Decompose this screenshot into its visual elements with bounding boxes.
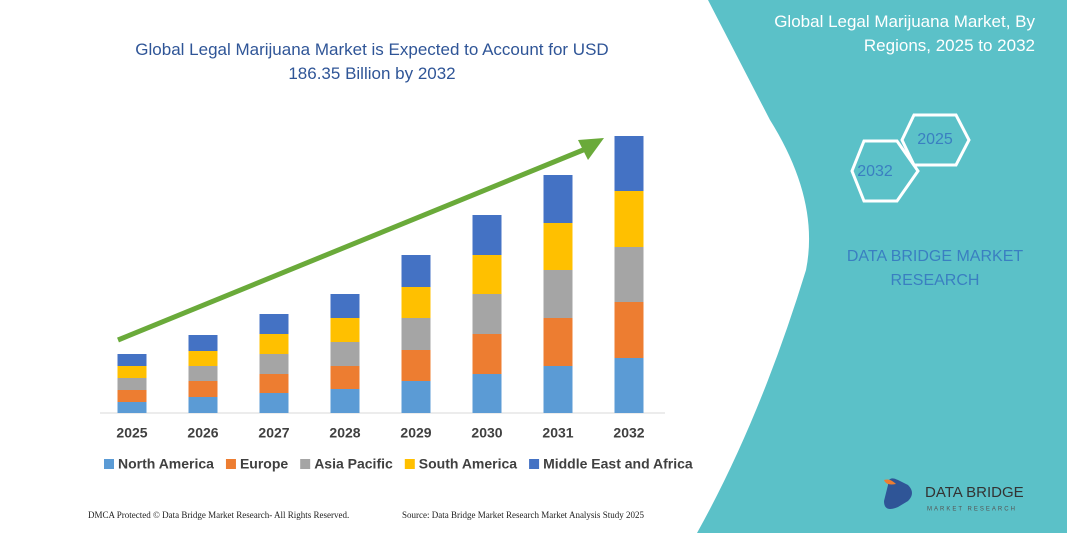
panel-title: Global Legal Marijuana Market, By Region… xyxy=(774,12,1035,55)
bar-segment xyxy=(117,402,147,413)
logo-mark xyxy=(884,478,912,509)
legend-label: Asia Pacific xyxy=(314,456,393,472)
x-tick-label: 2029 xyxy=(400,425,431,441)
logo-tagline: MARKET RESEARCH xyxy=(927,507,1017,513)
bar-segment xyxy=(614,191,644,247)
side-panel xyxy=(697,0,1067,533)
bar-segment xyxy=(543,318,573,366)
hexagon xyxy=(900,113,971,167)
bar-segment xyxy=(543,223,573,270)
x-tick-label: 2030 xyxy=(471,425,502,441)
bar-segment xyxy=(330,366,360,389)
bar-segment xyxy=(543,270,573,318)
legend-label: South America xyxy=(419,456,517,472)
bar-segment xyxy=(543,175,573,223)
x-tick-label: 2026 xyxy=(187,425,218,441)
footer-left: DMCA Protected © Data Bridge Market Rese… xyxy=(88,510,350,520)
x-tick-label: 2027 xyxy=(258,425,289,441)
hex-label: 2032 xyxy=(857,163,893,180)
legend-swatch xyxy=(104,459,114,469)
bar-segment xyxy=(188,381,218,397)
bar-segment xyxy=(401,255,431,287)
bar-segment xyxy=(117,378,147,390)
bar-segment xyxy=(259,334,289,354)
x-tick-label: 2031 xyxy=(542,425,573,441)
bar-segment xyxy=(472,215,502,255)
logo-name: DATA BRIDGE xyxy=(925,484,1024,501)
bar-segment xyxy=(188,366,218,381)
chart-title: Global Legal Marijuana Market is Expecte… xyxy=(135,40,609,83)
bar-segment xyxy=(259,354,289,374)
bar-segment xyxy=(188,397,218,413)
legend-swatch xyxy=(300,459,311,469)
footer-right: Source: Data Bridge Market Research Mark… xyxy=(402,510,644,520)
legend-swatch xyxy=(404,459,415,469)
bar-segment xyxy=(614,247,644,302)
legend-swatch xyxy=(225,459,236,469)
bar-segment xyxy=(472,334,502,374)
bar-segment xyxy=(188,351,218,366)
trend-arrow xyxy=(117,145,589,343)
bar-segment xyxy=(401,350,431,381)
bar-segment xyxy=(259,393,289,413)
legend-swatch xyxy=(529,459,540,469)
bar-segment xyxy=(259,374,289,393)
legend-label: Europe xyxy=(240,456,288,472)
hex-label: 2025 xyxy=(917,131,953,148)
bar-segment xyxy=(614,136,644,191)
bar-segment xyxy=(330,294,360,318)
bar-segment xyxy=(614,358,644,413)
bar-segment xyxy=(401,381,431,413)
bar-segment xyxy=(401,318,431,350)
bar-segment xyxy=(330,389,360,413)
bar-segment xyxy=(330,318,360,342)
bar-segment xyxy=(117,390,147,402)
bar-segment xyxy=(330,342,360,366)
bar-segment xyxy=(472,255,502,294)
bar-segment xyxy=(472,374,502,413)
x-tick-label: 2032 xyxy=(613,425,644,441)
brand: DATA BRIDGE MARKET RESEARCH xyxy=(846,248,1024,289)
arrow-head xyxy=(578,138,604,160)
logo-mark xyxy=(884,479,896,485)
bar-segment xyxy=(543,366,573,413)
bar-segment xyxy=(614,302,644,358)
x-tick-label: 2025 xyxy=(116,425,147,441)
legend-label: North America xyxy=(118,456,214,472)
hexagon xyxy=(850,139,920,203)
x-tick-label: 2028 xyxy=(329,425,360,441)
bar-segment xyxy=(401,287,431,318)
bar-segment xyxy=(188,335,218,351)
legend-label: Middle East and Africa xyxy=(543,456,693,472)
bar-segment xyxy=(472,294,502,334)
bar-segment xyxy=(117,354,147,366)
bar-segment xyxy=(117,366,147,378)
bar-segment xyxy=(259,314,289,334)
